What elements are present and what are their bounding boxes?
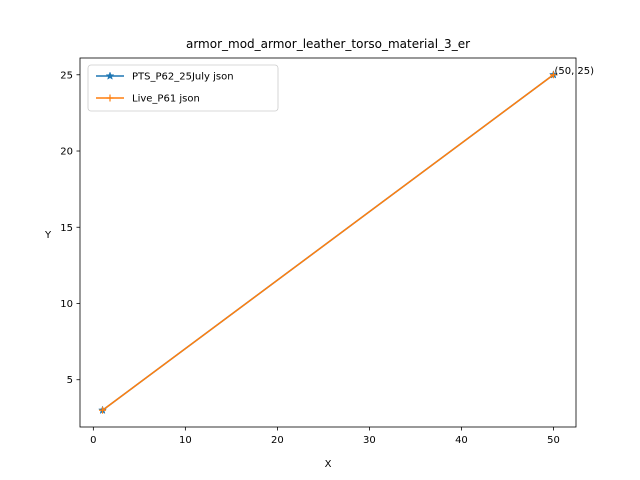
y-tick-label-1: 10 xyxy=(60,299,73,310)
data-point-s2-1 xyxy=(99,406,107,414)
chart-title: armor_mod_armor_leather_torso_material_3… xyxy=(186,37,470,51)
y-axis-label: Y xyxy=(44,230,52,241)
y-tick-label-3: 20 xyxy=(60,147,73,158)
y-tick-label-2: 15 xyxy=(60,223,73,234)
annotation-1: (50, 25) xyxy=(554,66,594,77)
legend-marker-2 xyxy=(106,94,114,102)
x-tick-label-3: 30 xyxy=(363,435,376,446)
x-tick-label-5: 50 xyxy=(547,435,560,446)
x-tick-label-2: 20 xyxy=(271,435,284,446)
legend-label-2: Live_P61 json xyxy=(132,94,200,105)
series-line-2 xyxy=(102,74,554,411)
y-tick-label-4: 25 xyxy=(60,70,73,81)
legend-box xyxy=(87,64,279,112)
legend-label-1: PTS_P62_25July json xyxy=(132,72,234,83)
y-tick-label-0: 5 xyxy=(67,375,73,386)
legend-marker-1 xyxy=(105,71,115,80)
axes-frame xyxy=(79,57,577,428)
data-point-s2-2 xyxy=(549,71,557,79)
plot-area: 0 10 20 30 40 50 5 10 15 20 25 (50, 25) xyxy=(60,57,594,446)
x-tick-label-0: 0 xyxy=(90,435,96,446)
x-axis-label: X xyxy=(325,459,332,470)
x-tick-label-4: 40 xyxy=(455,435,468,446)
legend: PTS_P62_25July json Live_P61 json xyxy=(87,64,279,112)
x-tick-label-1: 10 xyxy=(179,435,192,446)
